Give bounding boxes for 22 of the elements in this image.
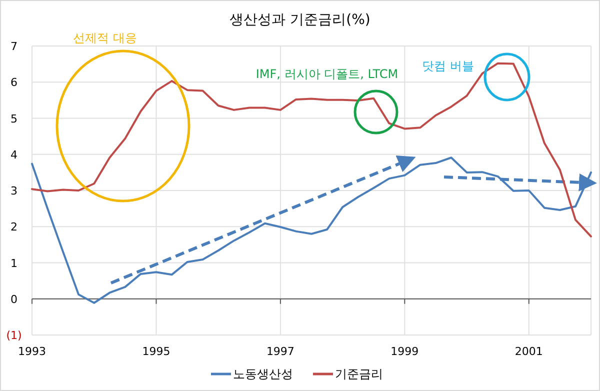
x-tick-label: 1997	[266, 345, 294, 358]
y-tick-label: 0	[10, 292, 18, 306]
legend-label: 노동생산성	[233, 367, 293, 381]
x-tick-label: 2001	[514, 345, 543, 358]
line-series	[31, 156, 592, 304]
y-tick-label: 2	[10, 220, 18, 234]
text: 선제적 대응	[73, 31, 137, 45]
x-tick-label: 1993	[18, 345, 46, 358]
y-tick-label: 6	[10, 76, 18, 90]
legend-label: 기준금리	[335, 367, 383, 381]
y-tick-label: 5	[10, 112, 18, 126]
y-tick-label: 1	[10, 256, 18, 270]
line-series	[31, 62, 592, 238]
y-tick-label: 3	[10, 184, 18, 198]
x-tick-label: 1995	[142, 345, 170, 358]
y-tick-label: (1)	[6, 329, 22, 342]
chart-title: 생산성과 기준금리(%)	[230, 12, 370, 28]
y-tick-label: 7	[10, 40, 18, 53]
x-tick-label: 1999	[390, 345, 419, 358]
annotation: IMF, 러시아 디폴트, LTCM	[256, 67, 398, 81]
y-tick-label: 4	[10, 148, 18, 162]
annotation: 닷컴 버블	[422, 59, 474, 73]
